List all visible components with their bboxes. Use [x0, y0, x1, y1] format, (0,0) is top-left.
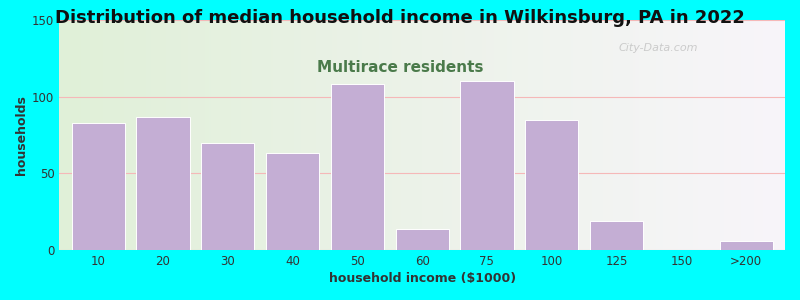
Y-axis label: households: households [15, 95, 28, 175]
Bar [525, 120, 578, 250]
Bar [590, 221, 643, 250]
Bar [71, 123, 125, 250]
Text: Distribution of median household income in Wilkinsburg, PA in 2022: Distribution of median household income … [55, 9, 745, 27]
Text: City-Data.com: City-Data.com [618, 43, 698, 53]
Bar [330, 84, 384, 250]
Bar [201, 143, 254, 250]
Bar [460, 81, 514, 250]
Bar [395, 229, 449, 250]
X-axis label: household income ($1000): household income ($1000) [329, 272, 516, 285]
Bar [719, 241, 773, 250]
Bar [136, 117, 190, 250]
Bar [266, 153, 319, 250]
Text: Multirace residents: Multirace residents [317, 60, 483, 75]
